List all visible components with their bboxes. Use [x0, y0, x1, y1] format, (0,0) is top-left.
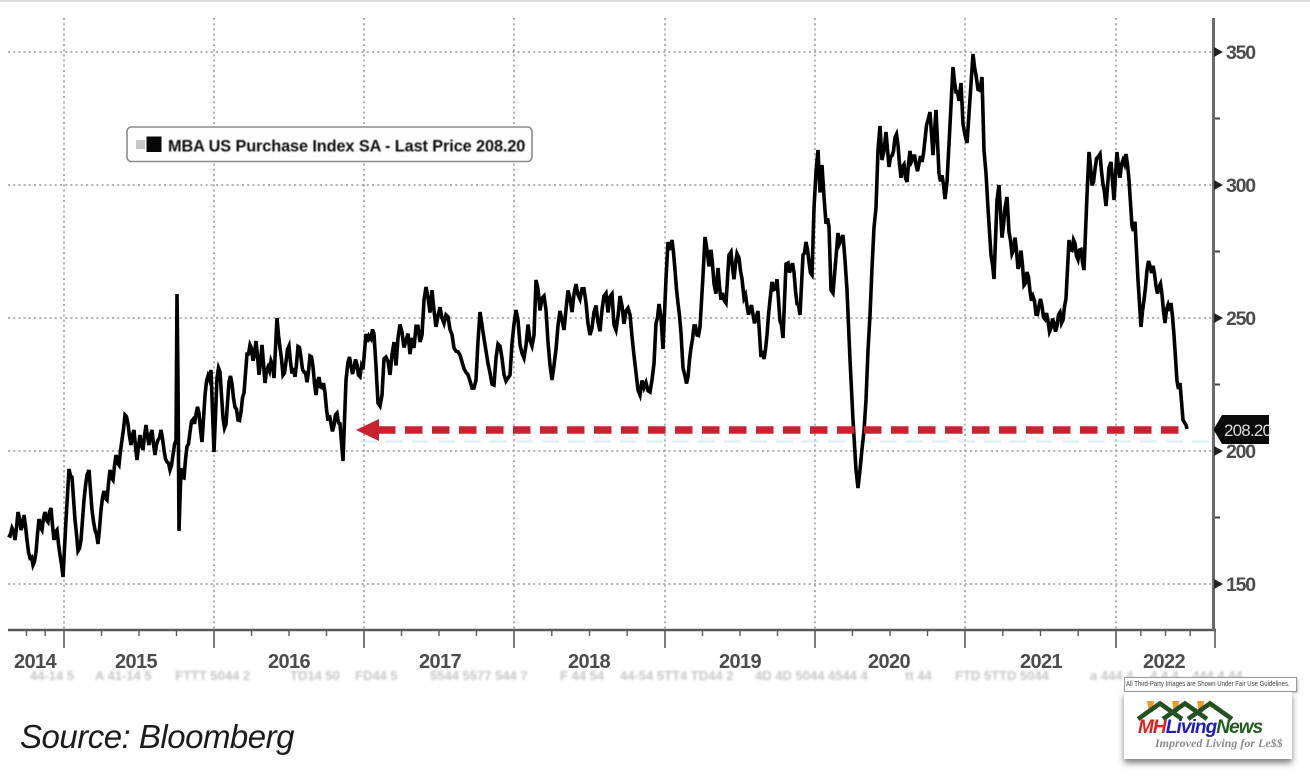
- svg-text:5544 5577 544 7: 5544 5577 544 7: [430, 668, 528, 683]
- svg-text:150: 150: [1226, 574, 1256, 596]
- svg-text:44-54 5TT4 TD44 2: 44-54 5TT4 TD44 2: [620, 668, 733, 683]
- svg-text:2020: 2020: [868, 651, 911, 673]
- svg-text:tt 44: tt 44: [905, 668, 933, 683]
- svg-text:2018: 2018: [568, 651, 611, 673]
- svg-text:2015: 2015: [115, 651, 158, 673]
- svg-text:a 444 4: a 444 4: [1090, 668, 1134, 683]
- svg-text:Source: Bloomberg: Source: Bloomberg: [20, 718, 295, 755]
- svg-text:Improved Living for Le$$: Improved Living for Le$$: [1154, 736, 1283, 750]
- svg-text:2021: 2021: [1020, 651, 1063, 673]
- svg-text:FTTT 5044 2: FTTT 5044 2: [175, 668, 250, 683]
- svg-text:250: 250: [1226, 308, 1256, 330]
- svg-text:MHLivingNews: MHLivingNews: [1138, 717, 1263, 738]
- svg-text:4D 4D 5044 4544 4: 4D 4D 5044 4544 4: [755, 668, 869, 683]
- svg-text:44-14 5: 44-14 5: [30, 668, 74, 683]
- svg-text:2016: 2016: [268, 651, 311, 673]
- svg-text:350: 350: [1226, 42, 1256, 64]
- svg-text:2019: 2019: [719, 651, 762, 673]
- svg-text:FD44 5: FD44 5: [355, 668, 398, 683]
- svg-text:208.20: 208.20: [1224, 421, 1272, 440]
- svg-text:MBA US Purchase Index SA - Las: MBA US Purchase Index SA - Last Price 20…: [168, 138, 525, 156]
- svg-text:2014: 2014: [14, 651, 58, 673]
- svg-text:TD14 50: TD14 50: [290, 668, 340, 683]
- svg-text:F 44 54: F 44 54: [560, 668, 605, 683]
- svg-text:2022: 2022: [1143, 651, 1186, 673]
- svg-text:200: 200: [1226, 441, 1256, 463]
- svg-text:300: 300: [1226, 175, 1256, 197]
- svg-text:A 41-14 5: A 41-14 5: [95, 668, 152, 683]
- svg-text:2017: 2017: [419, 651, 462, 673]
- svg-text:FTD 5TTD 5044: FTD 5TTD 5044: [955, 668, 1050, 683]
